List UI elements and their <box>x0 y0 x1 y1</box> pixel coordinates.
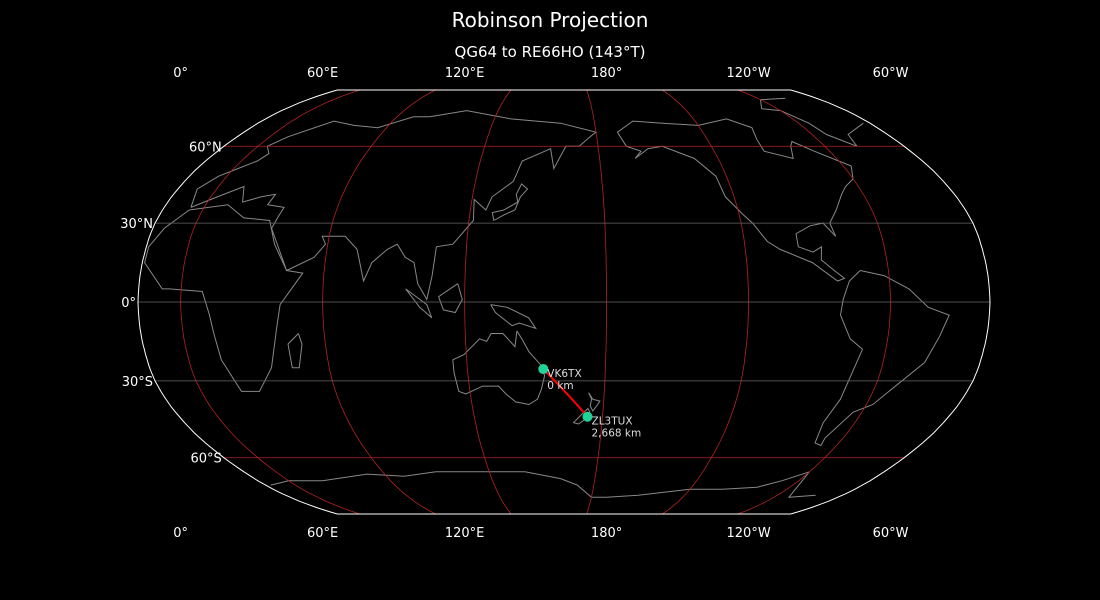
coastline-africa <box>144 204 304 392</box>
graticule <box>138 90 990 514</box>
top-meridian-label: 60°E <box>307 66 338 81</box>
map-outline <box>137 89 991 515</box>
start-callsign: VK6TX <box>547 368 581 380</box>
bottom-meridian-label: 0° <box>173 526 188 541</box>
top-meridian-label: 180° <box>591 66 622 81</box>
coastline-sumatra <box>405 288 433 319</box>
parallel-label: 60°S <box>190 452 221 467</box>
parallel-label: 30°N <box>120 217 153 232</box>
coastline-borneo <box>437 283 463 314</box>
coastline-madagascar <box>287 333 303 369</box>
end-callsign: ZL3TUX <box>592 416 633 428</box>
top-meridian-label: 0° <box>173 66 188 81</box>
start-distance: 0 km <box>547 380 573 392</box>
coastline-nz_north <box>588 392 601 412</box>
bottom-meridian-label: 60°E <box>307 526 338 541</box>
coastline-antarctica <box>270 471 816 498</box>
top-meridian-label: 60°W <box>873 66 909 81</box>
bottom-meridian-label: 120°W <box>727 526 771 541</box>
coastline-australia <box>452 330 546 406</box>
map-title: Robinson Projection <box>451 8 649 32</box>
start-marker[interactable] <box>538 364 549 375</box>
coastline-japan <box>491 183 529 221</box>
bottom-meridian-label: 120°E <box>445 526 485 541</box>
top-meridian-label: 120°W <box>727 66 771 81</box>
parallel-label: 60°N <box>189 140 222 155</box>
coastline-greenland <box>759 97 864 147</box>
coastline-eurasia <box>190 110 598 301</box>
coastlines <box>144 97 950 498</box>
bottom-meridian-label: 60°W <box>873 526 909 541</box>
top-meridian-label: 120°E <box>445 66 485 81</box>
route: VK6TX 0 km ZL3TUX 2,668 km <box>538 364 641 440</box>
great-circle-path <box>542 368 589 418</box>
parallel-label: 30°S <box>122 375 153 390</box>
coastline-newguinea <box>490 304 537 330</box>
coastline-samerica <box>814 270 950 447</box>
coastline-nz_south <box>572 408 591 425</box>
tick-labels: 0° 0° 60°E 60°E 120°E 120°E 180° 180° 120°W 120°W… <box>120 66 908 541</box>
parallel-label: 0° <box>121 296 136 311</box>
end-distance: 2,668 km <box>592 428 642 440</box>
end-marker[interactable] <box>582 411 593 422</box>
bottom-meridian-label: 180° <box>591 526 622 541</box>
map-subtitle: QG64 to RE66HO (143°T) <box>454 43 646 61</box>
coastline-namerica <box>616 118 854 282</box>
